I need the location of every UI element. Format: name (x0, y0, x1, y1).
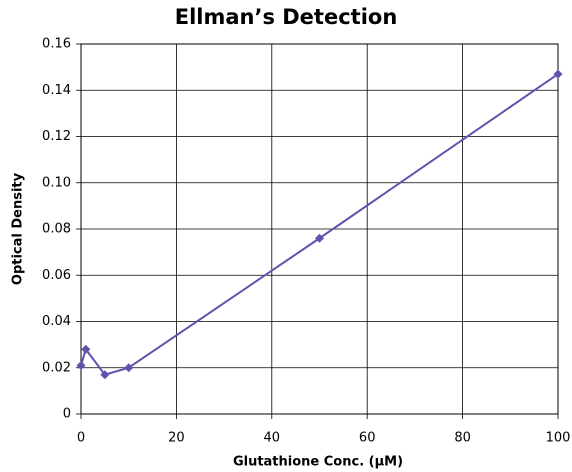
y-tick-label: 0.10 (42, 175, 71, 190)
data-line (80, 73, 559, 376)
y-axis-label: Optical Density (11, 172, 26, 285)
x-tick-label: 40 (264, 431, 281, 446)
x-tick-label: 80 (454, 431, 471, 446)
x-tick-label: 0 (77, 431, 85, 446)
plot-border (80, 43, 559, 415)
x-tick-label: 20 (168, 431, 185, 446)
x-axis-label: Glutathione Conc. (µM) (233, 455, 403, 470)
data-point (81, 344, 91, 354)
data-point (315, 233, 324, 243)
y-tick-label: 0.14 (42, 83, 71, 98)
y-tick-label: 0.02 (42, 360, 71, 375)
y-tick-label: 0 (63, 407, 71, 422)
data-point (124, 363, 134, 373)
x-tick-label: 60 (359, 431, 376, 446)
data-point (553, 69, 563, 79)
x-tick-label: 100 (546, 431, 571, 446)
data-point (76, 360, 86, 370)
y-tick-label: 0.16 (42, 37, 71, 52)
data-point (100, 370, 110, 380)
y-tick-label: 0.06 (42, 268, 71, 283)
y-tick-label: 0.12 (42, 129, 71, 144)
y-tick-label: 0.08 (42, 222, 71, 237)
chart-title: Ellman’s Detection (175, 5, 398, 29)
y-tick-label: 0.04 (42, 314, 71, 329)
